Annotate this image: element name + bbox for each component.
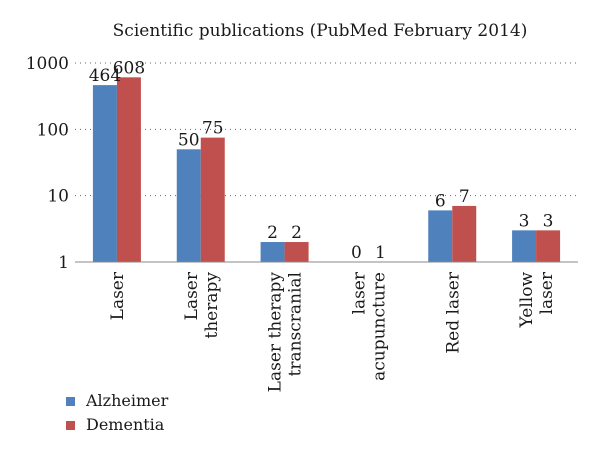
- data-label: 50: [178, 130, 200, 150]
- legend-label: Dementia: [86, 415, 165, 434]
- bar-alzheimer: [92, 85, 117, 262]
- legend: Alzheimer Dementia: [66, 391, 169, 434]
- y-tick-label: 1: [58, 253, 69, 273]
- gridlines: [75, 62, 578, 197]
- bar-dementia: [284, 242, 309, 262]
- data-label: 6: [435, 191, 446, 211]
- y-axis-ticks: 1 10 100 1000: [26, 54, 69, 273]
- data-label: 3: [543, 211, 554, 231]
- category-label: Laser therapytranscranial: [266, 272, 306, 393]
- data-label: 2: [267, 223, 278, 243]
- bar-alzheimer: [176, 149, 201, 262]
- y-tick-label: 10: [47, 187, 69, 207]
- legend-swatch: [66, 397, 75, 406]
- data-label: 464: [89, 66, 121, 86]
- chart-title: Scientific publications (PubMed February…: [113, 21, 528, 41]
- category-label: Red laser: [443, 271, 463, 354]
- bar-dementia: [200, 137, 225, 262]
- data-label: 75: [202, 119, 224, 139]
- data-label: 3: [519, 211, 530, 231]
- category-label: Lasertherapy: [182, 271, 222, 338]
- bar-dementia: [536, 230, 561, 262]
- data-label: 1: [375, 243, 386, 263]
- category-label: Yellowlaser: [517, 271, 557, 328]
- bar-dementia: [116, 77, 141, 262]
- data-label: 7: [459, 187, 470, 207]
- y-tick-label: 100: [37, 120, 69, 140]
- bar-alzheimer: [512, 230, 537, 262]
- bars: [92, 77, 561, 262]
- legend-swatch: [66, 421, 75, 430]
- category-labels: Laser Lasertherapy Laser therapytranscrani…: [108, 271, 557, 392]
- y-tick-label: 1000: [26, 54, 69, 74]
- data-label: 608: [113, 58, 145, 78]
- category-label: laseracupuncture: [349, 271, 389, 381]
- legend-label: Alzheimer: [85, 391, 169, 410]
- data-label: 0: [351, 243, 362, 263]
- data-label: 2: [291, 223, 302, 243]
- bar-alzheimer: [428, 210, 453, 262]
- bar-dementia: [452, 205, 477, 262]
- bar-alzheimer: [260, 242, 285, 262]
- category-label: Laser: [108, 271, 128, 320]
